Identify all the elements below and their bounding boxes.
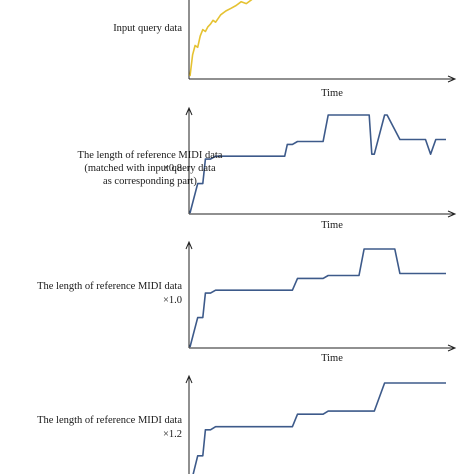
y-axis-arrow xyxy=(185,240,193,250)
y-label-line: The length of reference MIDI data xyxy=(37,281,182,292)
x-axis-label: Time xyxy=(321,88,343,99)
y-axis-arrow xyxy=(185,106,193,116)
scale-label: ×1.2 xyxy=(163,429,182,440)
scale-label: ×1.0 xyxy=(163,295,182,306)
y-label-line: Input query data xyxy=(113,23,182,34)
series-line xyxy=(192,382,446,474)
x-axis-arrow xyxy=(447,75,457,83)
x-axis-arrow xyxy=(447,344,457,352)
x-axis-label: Time xyxy=(321,220,343,231)
panel-2: The length of reference MIDI data (matche… xyxy=(78,106,457,231)
series-line xyxy=(189,248,446,348)
y-label-line: The length of reference MIDI data xyxy=(78,150,223,161)
series-line xyxy=(189,114,446,214)
y-axis-arrow xyxy=(185,374,193,384)
scale-label: ×0.8 xyxy=(163,163,182,174)
y-label-line: (matched with input query data xyxy=(84,163,216,174)
y-label-line: as corresponding part) xyxy=(103,176,197,187)
x-axis-arrow xyxy=(447,210,457,218)
series-line xyxy=(189,0,253,77)
panel-3: The length of reference MIDI data ×1.0 Tim… xyxy=(37,240,457,364)
panel-1: Input query data Time xyxy=(113,0,457,99)
y-label-line: The length of reference MIDI data xyxy=(37,415,182,426)
panel-4: The length of reference MIDI data ×1.2 xyxy=(37,374,446,474)
x-axis-label: Time xyxy=(321,353,343,364)
